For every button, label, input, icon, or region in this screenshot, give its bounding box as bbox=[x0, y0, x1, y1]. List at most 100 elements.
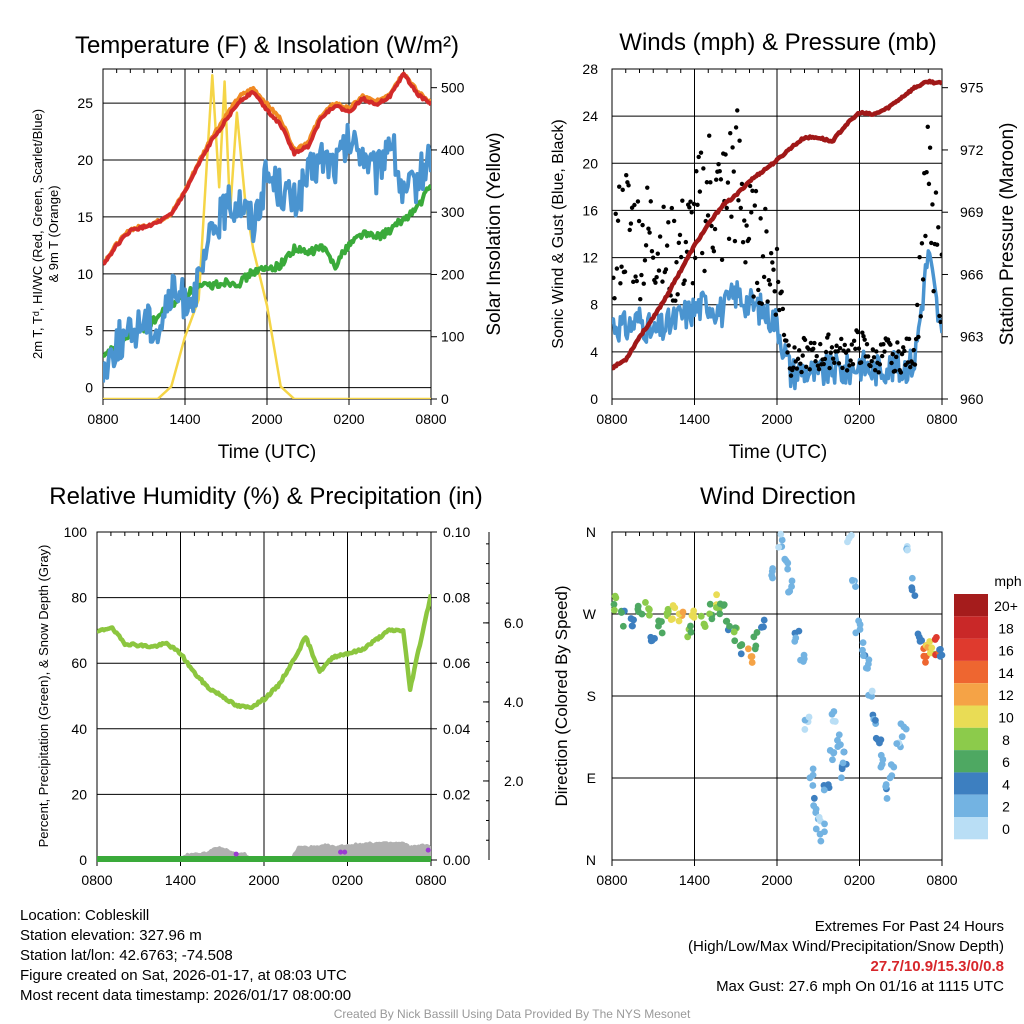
gust-point bbox=[931, 289, 936, 294]
wdir-panel-xtick-label: 0200 bbox=[844, 872, 875, 888]
rh-panel-xtick-label: 0200 bbox=[332, 872, 363, 888]
station-info: Location: Cobleskill Station elevation: … bbox=[20, 906, 351, 1006]
gust-point bbox=[804, 364, 809, 370]
gust-point bbox=[797, 348, 802, 353]
temp-y-axis-title-2: & 9m T (Orange) bbox=[46, 185, 61, 282]
wdir-point bbox=[737, 650, 745, 658]
gust-point bbox=[800, 353, 805, 358]
gust-point bbox=[848, 358, 853, 363]
wdir-point bbox=[821, 828, 828, 836]
temp-panel-xtick-label: 0800 bbox=[87, 411, 118, 427]
rh-right-tick-label: 0.02 bbox=[443, 786, 470, 802]
gust-point bbox=[861, 334, 866, 339]
wdir-point bbox=[848, 576, 856, 584]
gust-point bbox=[754, 280, 760, 286]
rh-right-tick-label: 0.08 bbox=[443, 590, 470, 606]
gust-point bbox=[847, 363, 852, 368]
gust-point bbox=[692, 255, 698, 261]
gust-point bbox=[775, 279, 781, 285]
gust-point bbox=[890, 351, 895, 357]
gust-point bbox=[751, 294, 756, 299]
extremes-title: Extremes For Past 24 Hours bbox=[814, 918, 1004, 935]
windchill-line bbox=[103, 122, 431, 383]
extremes-box: Extremes For Past 24 Hours (High/Low/Max… bbox=[688, 917, 1004, 997]
gust-point bbox=[764, 229, 769, 234]
wdir-point bbox=[904, 546, 911, 554]
wdir-point bbox=[914, 630, 922, 638]
rh-left-tick-label: 80 bbox=[71, 590, 87, 606]
snow-tick-label: 6.0 bbox=[504, 615, 524, 631]
wdir-point bbox=[731, 637, 739, 645]
gust-point bbox=[717, 168, 722, 174]
wdir-point bbox=[634, 602, 642, 610]
gust-point bbox=[669, 205, 675, 211]
gust-point bbox=[763, 206, 768, 212]
gust-point bbox=[784, 338, 789, 343]
gust-point bbox=[698, 150, 704, 155]
gust-point bbox=[708, 180, 713, 185]
winds-panel-xtick-label: 1400 bbox=[679, 411, 710, 427]
gust-point bbox=[620, 187, 625, 193]
temp-panel-xtick-label: 2000 bbox=[251, 411, 282, 427]
wdir-point bbox=[838, 774, 845, 782]
gust-point bbox=[816, 367, 822, 372]
gust-point bbox=[650, 255, 656, 260]
gust-point bbox=[888, 342, 893, 347]
gust-point bbox=[724, 205, 729, 211]
gust-point bbox=[680, 198, 685, 203]
wdir-point bbox=[922, 658, 929, 666]
gust-point bbox=[737, 138, 742, 143]
wdir-point bbox=[788, 583, 795, 590]
gust-point bbox=[645, 185, 650, 190]
gust-point bbox=[814, 353, 819, 359]
gust-point bbox=[677, 232, 683, 238]
gust-point bbox=[919, 241, 925, 246]
wdir-point bbox=[926, 649, 934, 657]
wdir-point bbox=[736, 642, 744, 650]
wdir-panel-xtick-label: 0800 bbox=[926, 872, 957, 888]
wdir-point bbox=[716, 600, 724, 608]
winds-left-tick-label: 4 bbox=[590, 344, 598, 360]
wdir-legend-label: 4 bbox=[1002, 776, 1010, 792]
gust-point bbox=[836, 361, 842, 366]
gust-point bbox=[613, 211, 618, 216]
wdir-points-group bbox=[610, 530, 946, 845]
gust-point bbox=[927, 145, 933, 150]
gust-point bbox=[881, 341, 886, 347]
gust-point bbox=[896, 349, 901, 354]
winds-right-tick-label: 975 bbox=[960, 80, 984, 96]
gust-point bbox=[916, 334, 921, 340]
gust-point bbox=[654, 275, 659, 280]
rh-series-group bbox=[97, 594, 431, 862]
gust-point bbox=[906, 336, 912, 342]
wdir-point bbox=[805, 713, 813, 721]
gust-point bbox=[925, 124, 930, 129]
gust-point bbox=[929, 240, 934, 246]
gust-point bbox=[646, 226, 651, 231]
wdir-legend-label: 6 bbox=[1002, 754, 1010, 770]
gust-point bbox=[850, 362, 856, 367]
temp-left-tick-label: 10 bbox=[77, 266, 93, 282]
gust-point bbox=[726, 236, 732, 241]
wdir-point bbox=[815, 813, 823, 821]
winds-right-tick-label: 966 bbox=[960, 266, 984, 282]
gust-point bbox=[732, 238, 738, 244]
gust-point bbox=[641, 281, 646, 286]
temp-panel-xtick-label: 1400 bbox=[169, 411, 200, 427]
gust-point bbox=[631, 279, 636, 285]
recent-data-label: Most recent data timestamp: 2026/01/17 0… bbox=[20, 987, 352, 1004]
wdir-point bbox=[859, 639, 867, 647]
gust-point bbox=[869, 359, 874, 364]
wdir-point bbox=[859, 652, 867, 659]
wdir-point bbox=[775, 543, 783, 551]
gust-point bbox=[772, 289, 777, 294]
gust-point bbox=[632, 202, 637, 208]
gust-point bbox=[619, 264, 624, 269]
gust-point bbox=[675, 292, 680, 297]
gust-point bbox=[710, 245, 715, 250]
gust-point bbox=[711, 249, 717, 254]
wdir-legend-swatch bbox=[954, 817, 988, 840]
winds-panel-xtick-label: 0200 bbox=[844, 411, 875, 427]
gust-point bbox=[938, 319, 942, 325]
gust-point bbox=[731, 169, 736, 174]
